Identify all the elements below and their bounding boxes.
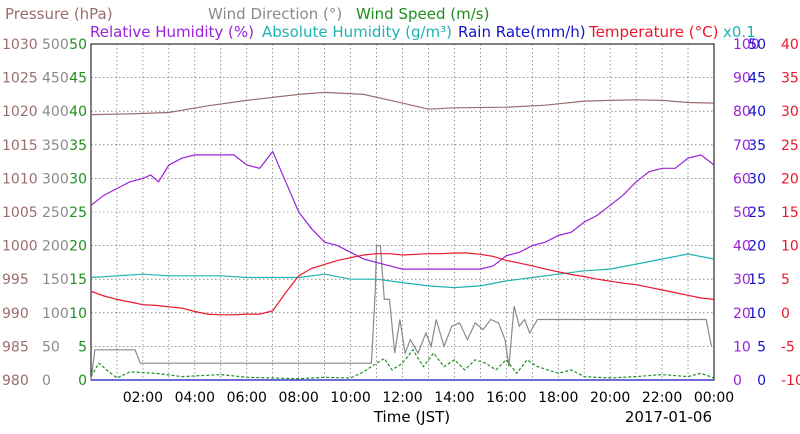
legend-entry: Pressure (hPa) (5, 5, 113, 23)
x-tick-label: 08:00 (278, 390, 318, 406)
x-tick-label: 02:00 (123, 390, 163, 406)
y-tick-label-wind_speed: 20 (69, 239, 87, 255)
y-tick-label-relative_humidity: 100 (733, 37, 760, 53)
x-tick-label: 20:00 (590, 390, 630, 406)
date-label: 2017-01-06 (625, 408, 712, 426)
y-tick-label-rain_rate: 50 (748, 37, 766, 53)
y-tick-label-relative_humidity: 10 (733, 339, 751, 355)
legend-entry: Rain Rate(mm/h) (458, 23, 586, 41)
y-tick-label-wind_speed: 50 (69, 37, 87, 53)
y-tick-label-wind_speed: 25 (69, 205, 87, 221)
legend-entry: x0.1 (723, 23, 756, 41)
y-tick-label-rain_rate: 30 (748, 171, 766, 187)
y-tick-label-rain_rate: 25 (748, 205, 766, 221)
x-axis-label: Time (JST) (373, 408, 450, 426)
x-tick-label: 00:00 (694, 390, 734, 406)
legend-entry: Absolute Humidity (g/m³) (262, 23, 452, 41)
y-tick-label-wind_direction: 150 (42, 272, 69, 288)
y-tick-label-wind_direction: 50 (42, 339, 60, 355)
y-tick-label-rain_rate: 40 (748, 104, 766, 120)
y-tick-label-rain_rate: 45 (748, 71, 766, 87)
y-tick-label-wind_speed: 15 (69, 272, 87, 288)
y-tick-label-temperature: -10 (781, 373, 800, 389)
y-tick-label-wind_speed: 0 (78, 373, 87, 389)
legend: Pressure (hPa) Wind Direction (°) Wind Spe… (5, 5, 756, 41)
y-tick-label-temperature: 35 (781, 71, 799, 87)
y-tick-label-relative_humidity: 30 (733, 272, 751, 288)
y-tick-label-temperature: 40 (781, 37, 799, 53)
y-tick-label-temperature: 10 (781, 239, 799, 255)
y-tick-label-relative_humidity: 20 (733, 306, 751, 322)
y-tick-label-pressure: 1030 (2, 37, 38, 53)
legend-entry: Temperature (°C) (588, 23, 718, 41)
y-tick-label-wind_speed: 40 (69, 104, 87, 120)
y-tick-label-pressure: 1020 (2, 104, 38, 120)
series-line-relative_humidity-absolute (90, 253, 715, 289)
legend-entry: Wind Speed (m/s) (356, 5, 489, 23)
legend-entry: Relative Humidity (%) (90, 23, 254, 41)
series-line-wind_speed (90, 348, 715, 380)
y-tick-label-wind_direction: 450 (42, 71, 69, 87)
x-tick-label: 04:00 (175, 390, 215, 406)
y-tick-label-temperature: 15 (781, 205, 799, 221)
y-tick-label-pressure: 990 (2, 306, 29, 322)
x-tick-label: 12:00 (382, 390, 422, 406)
series-layer (90, 91, 715, 381)
axes-layer: 1030102510201015101010051000995990985980… (2, 37, 800, 406)
y-tick-label-pressure: 1025 (2, 71, 38, 87)
y-tick-label-rain_rate: 10 (748, 306, 766, 322)
y-tick-label-wind_direction: 0 (42, 373, 51, 389)
y-tick-label-relative_humidity: 70 (733, 138, 751, 154)
y-tick-label-relative_humidity: 0 (733, 373, 742, 389)
y-tick-label-wind_speed: 10 (69, 306, 87, 322)
y-tick-label-temperature: 5 (781, 272, 790, 288)
y-tick-label-wind_speed: 35 (69, 138, 87, 154)
y-tick-label-temperature: 0 (781, 306, 790, 322)
y-tick-label-wind_speed: 5 (78, 339, 87, 355)
y-tick-label-rain_rate: 35 (748, 138, 766, 154)
legend-entry: Wind Direction (°) (208, 5, 342, 23)
x-tick-label: 22:00 (642, 390, 682, 406)
y-tick-label-pressure: 980 (2, 373, 29, 389)
series-line-temperature (90, 252, 715, 316)
y-tick-label-relative_humidity: 80 (733, 104, 751, 120)
y-tick-label-wind_direction: 200 (42, 239, 69, 255)
x-tick-label: 10:00 (330, 390, 370, 406)
y-tick-label-temperature: -5 (781, 339, 795, 355)
x-tick-label: 16:00 (486, 390, 526, 406)
y-tick-label-pressure: 1010 (2, 171, 38, 187)
x-tick-label: 18:00 (538, 390, 578, 406)
y-tick-label-wind_speed: 30 (69, 171, 87, 187)
y-tick-label-wind_speed: 45 (69, 71, 87, 87)
y-tick-label-relative_humidity: 60 (733, 171, 751, 187)
y-tick-label-relative_humidity: 40 (733, 239, 751, 255)
y-tick-label-rain_rate: 15 (748, 272, 766, 288)
y-tick-label-wind_direction: 500 (42, 37, 69, 53)
x-tick-label: 14:00 (434, 390, 474, 406)
y-tick-label-rain_rate: 5 (757, 339, 766, 355)
y-tick-label-rain_rate: 0 (757, 373, 766, 389)
y-tick-label-temperature: 20 (781, 171, 799, 187)
y-tick-label-rain_rate: 20 (748, 239, 766, 255)
y-tick-label-wind_direction: 100 (42, 306, 69, 322)
y-tick-label-temperature: 25 (781, 138, 799, 154)
y-tick-label-pressure: 1005 (2, 205, 38, 221)
y-tick-label-pressure: 985 (2, 339, 29, 355)
y-tick-label-wind_direction: 300 (42, 171, 69, 187)
y-tick-label-wind_direction: 400 (42, 104, 69, 120)
series-line-relative_humidity (90, 150, 715, 270)
y-tick-label-relative_humidity: 90 (733, 71, 751, 87)
y-tick-label-pressure: 1000 (2, 239, 38, 255)
y-tick-label-relative_humidity: 50 (733, 205, 751, 221)
y-tick-label-temperature: 30 (781, 104, 799, 120)
y-tick-label-wind_direction: 250 (42, 205, 69, 221)
y-tick-label-wind_direction: 350 (42, 138, 69, 154)
series-line-wind_direction (90, 245, 712, 381)
x-tick-label: 06:00 (227, 390, 267, 406)
series-line-pressure (90, 91, 715, 116)
y-tick-label-pressure: 995 (2, 272, 29, 288)
y-tick-label-pressure: 1015 (2, 138, 38, 154)
